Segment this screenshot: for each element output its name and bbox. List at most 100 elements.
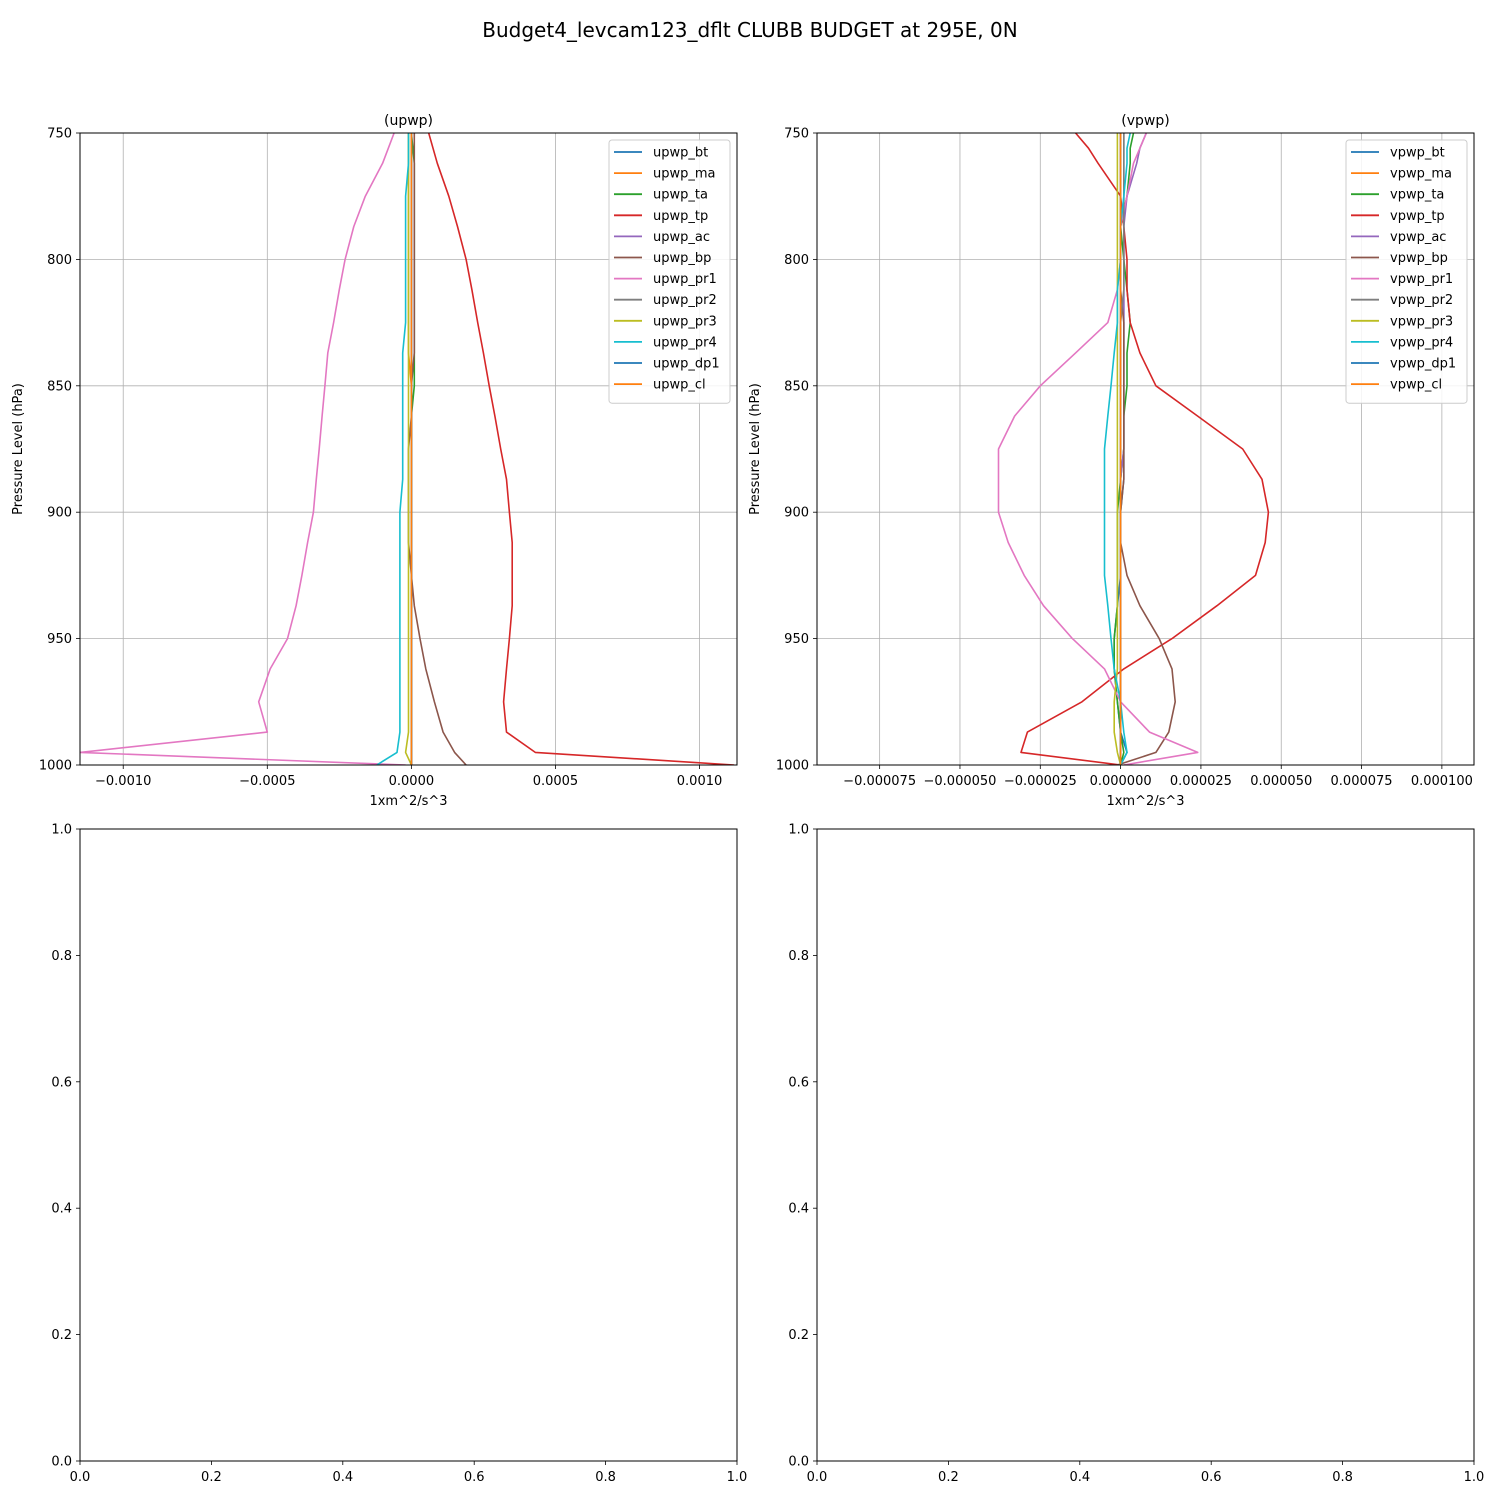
x-tick-label: 0.4 xyxy=(1069,1470,1090,1485)
x-tick-label: 0.2 xyxy=(938,1470,959,1485)
legend-label-vpwp_pr2: vpwp_pr2 xyxy=(1390,293,1453,308)
legend-label-upwp_ac: upwp_ac xyxy=(653,230,710,245)
x-tick-label: 0.000050 xyxy=(1250,774,1312,789)
series-line-upwp_pr1 xyxy=(80,133,406,765)
x-tick-label: 0.000100 xyxy=(1411,774,1473,789)
series-line-vpwp_pr1 xyxy=(997,133,1199,765)
legend-label-vpwp_dp1: vpwp_dp1 xyxy=(1390,357,1456,372)
legend-label-vpwp_tp: vpwp_tp xyxy=(1390,209,1445,224)
y-tick-label: 1.0 xyxy=(788,823,809,838)
y-tick-label: 750 xyxy=(784,127,809,142)
legend-label-vpwp_bp: vpwp_bp xyxy=(1390,251,1448,266)
series-line-upwp_pr3 xyxy=(404,133,413,765)
x-tick-label: 0.0005 xyxy=(533,774,579,789)
y-tick-label: 0.6 xyxy=(788,1075,809,1090)
y-tick-label: 800 xyxy=(47,253,72,268)
x-axis-label: 1xm^2/s^3 xyxy=(369,794,447,809)
axes-frame xyxy=(816,828,1475,1462)
series-group xyxy=(997,133,1270,765)
x-tick-label: −0.000050 xyxy=(924,774,997,789)
legend-label-upwp_ma: upwp_ma xyxy=(653,167,716,182)
y-tick-label: 0.0 xyxy=(788,1455,809,1470)
series-line-upwp_tp xyxy=(427,133,735,765)
x-tick-label: −0.000075 xyxy=(843,774,916,789)
legend-label-vpwp_ac: vpwp_ac xyxy=(1390,230,1446,245)
legend-label-upwp_bp: upwp_bp xyxy=(653,251,711,266)
y-tick-label: 900 xyxy=(784,506,809,521)
x-tick-label: 0.0010 xyxy=(677,774,723,789)
x-tick-label: 0.2 xyxy=(201,1470,222,1485)
legend-box xyxy=(608,139,731,404)
y-tick-label: 0.4 xyxy=(51,1202,72,1217)
legend-label-upwp_ta: upwp_ta xyxy=(653,188,708,203)
legend-label-vpwp_ta: vpwp_ta xyxy=(1390,188,1444,203)
y-tick-label: 1000 xyxy=(776,759,809,774)
legend-label-vpwp_cl: vpwp_cl xyxy=(1390,378,1442,393)
legend: vpwp_bt vpwp_ma vpwp_ta vpwp_tp vpwp_ac vpwp_… xyxy=(1345,139,1468,404)
y-tick-label: 0.0 xyxy=(51,1455,72,1470)
axes-frame xyxy=(79,828,738,1462)
x-tick-label: 0.6 xyxy=(1201,1470,1222,1485)
axes-frame xyxy=(79,132,738,766)
x-tick-label: 0.6 xyxy=(464,1470,485,1485)
axes-3: 0.0 0.2 0.4 0.6 0.8 1.0 0.0 0.2 0.4 0.6 0.8 1.0 xyxy=(51,823,747,1486)
axes-layer: −0.0010 −0.0005 0.0000 0.0005 0.0010 750 800 85… xyxy=(11,113,1484,1485)
x-tick-label: 0.0 xyxy=(807,1470,828,1485)
y-tick-label: 0.4 xyxy=(788,1202,809,1217)
y-axis-label: Pressure Level (hPa) xyxy=(11,383,26,515)
x-tick-label: 0.000000 xyxy=(1090,774,1152,789)
series-group xyxy=(80,133,735,765)
y-axis-label: Pressure Level (hPa) xyxy=(748,383,763,515)
y-tick-label: 0.2 xyxy=(51,1328,72,1343)
x-tick-label: −0.000025 xyxy=(1004,774,1077,789)
legend-label-vpwp_ma: vpwp_ma xyxy=(1390,167,1452,182)
y-tick-label: 1000 xyxy=(39,759,72,774)
axes-title: (vpwp) xyxy=(1121,113,1169,129)
y-tick-label: 850 xyxy=(784,379,809,394)
axes-frame xyxy=(816,132,1475,766)
y-tick-label: 950 xyxy=(784,632,809,647)
y-tick-label: 0.6 xyxy=(51,1075,72,1090)
legend-box xyxy=(1345,139,1468,404)
series-line-upwp_pr4 xyxy=(376,133,410,765)
x-tick-label: −0.0010 xyxy=(95,774,151,789)
y-tick-label: 950 xyxy=(47,632,72,647)
axes-1: −0.0010 −0.0005 0.0000 0.0005 0.0010 750 800 85… xyxy=(11,113,738,809)
legend-label-vpwp_pr1: vpwp_pr1 xyxy=(1390,272,1453,287)
legend-label-upwp_cl: upwp_cl xyxy=(653,378,706,393)
legend-label-upwp_pr2: upwp_pr2 xyxy=(653,293,717,308)
legend-label-vpwp_pr3: vpwp_pr3 xyxy=(1390,314,1453,329)
legend-label-upwp_pr1: upwp_pr1 xyxy=(653,272,717,287)
x-tick-label: 0.4 xyxy=(332,1470,353,1485)
axes-4: 0.0 0.2 0.4 0.6 0.8 1.0 0.0 0.2 0.4 0.6 0.8 1.0 xyxy=(788,823,1484,1486)
y-tick-label: 0.8 xyxy=(51,949,72,964)
x-tick-label: 0.000075 xyxy=(1331,774,1393,789)
figure-title: Budget4_levcam123_dflt CLUBB BUDGET at 2… xyxy=(482,18,1017,42)
legend-label-upwp_pr4: upwp_pr4 xyxy=(653,335,717,350)
x-tick-label: 1.0 xyxy=(727,1470,748,1485)
x-tick-label: 0.0000 xyxy=(389,774,435,789)
legend-label-upwp_pr3: upwp_pr3 xyxy=(653,314,717,329)
y-tick-label: 0.2 xyxy=(788,1328,809,1343)
x-tick-label: 0.000025 xyxy=(1170,774,1232,789)
y-tick-label: 800 xyxy=(784,253,809,268)
legend-label-vpwp_bt: vpwp_bt xyxy=(1390,146,1445,161)
x-tick-label: 1.0 xyxy=(1464,1470,1485,1485)
axes-title: (upwp) xyxy=(384,113,433,129)
legend: upwp_bt upwp_ma upwp_ta upwp_tp upwp_ac upwp_… xyxy=(608,139,731,404)
y-tick-label: 750 xyxy=(47,127,72,142)
legend-label-vpwp_pr4: vpwp_pr4 xyxy=(1390,335,1453,350)
y-tick-label: 0.8 xyxy=(788,949,809,964)
x-axis-label: 1xm^2/s^3 xyxy=(1106,794,1184,809)
x-tick-label: −0.0005 xyxy=(239,774,295,789)
legend-label-upwp_bt: upwp_bt xyxy=(653,146,708,161)
axes-2: −0.000075 −0.000050 −0.000025 0.000000 0.000… xyxy=(748,113,1475,809)
legend-label-upwp_dp1: upwp_dp1 xyxy=(653,357,720,372)
y-tick-label: 850 xyxy=(47,379,72,394)
legend-label-upwp_tp: upwp_tp xyxy=(653,209,708,224)
series-line-vpwp_pr4 xyxy=(1103,133,1131,765)
x-tick-label: 0.0 xyxy=(70,1470,91,1485)
x-tick-label: 0.8 xyxy=(1332,1470,1353,1485)
